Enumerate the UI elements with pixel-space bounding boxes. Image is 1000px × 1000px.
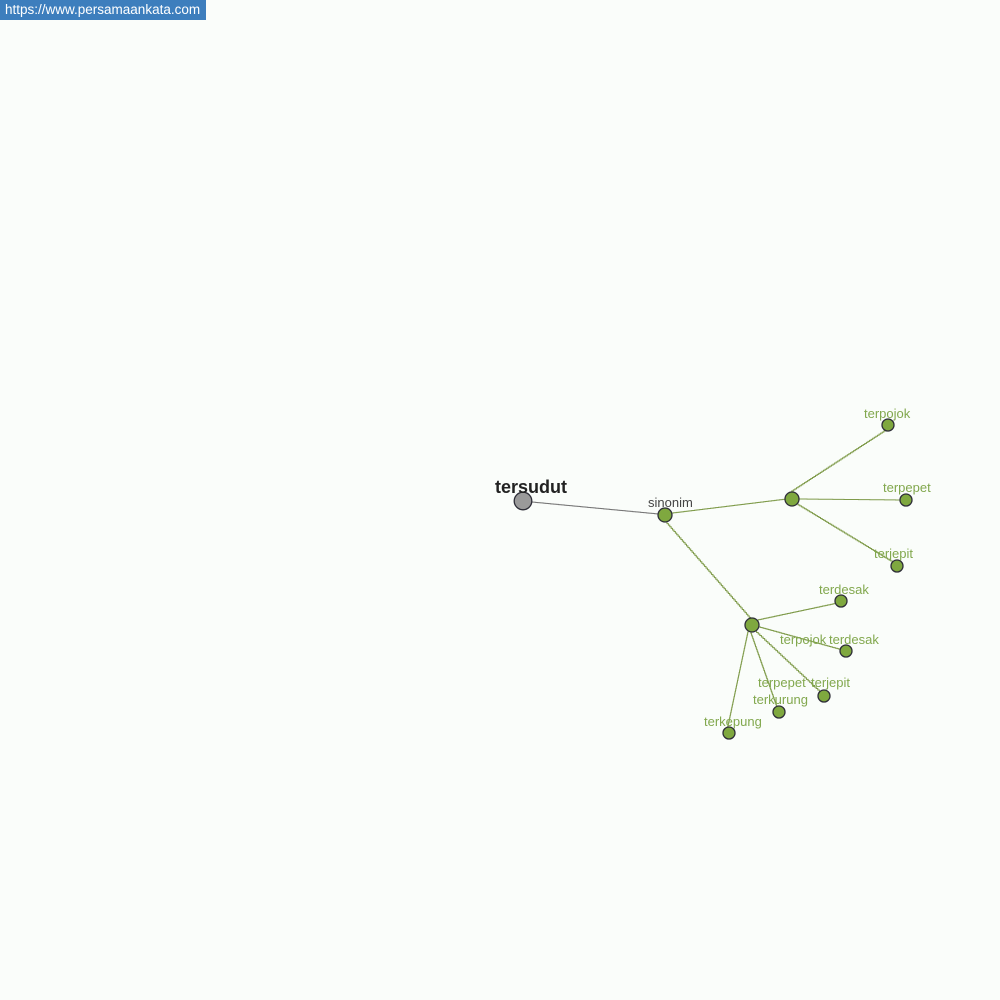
svg-text:terpepet: terpepet [883, 480, 931, 495]
svg-text:terjepit: terjepit [874, 546, 913, 561]
svg-text:terpepet: terpepet [758, 675, 806, 690]
svg-text:terpojok: terpojok [864, 406, 911, 421]
svg-text:terkepung: terkepung [704, 714, 762, 729]
svg-text:terdesak: terdesak [829, 632, 879, 647]
svg-text:tersudut: tersudut [495, 477, 567, 497]
svg-text:terkurung: terkurung [753, 692, 808, 707]
svg-text:terjepit: terjepit [811, 675, 850, 690]
svg-text:terpojok: terpojok [780, 632, 827, 647]
svg-text:terdesak: terdesak [819, 582, 869, 597]
svg-text:sinonim: sinonim [648, 495, 693, 510]
